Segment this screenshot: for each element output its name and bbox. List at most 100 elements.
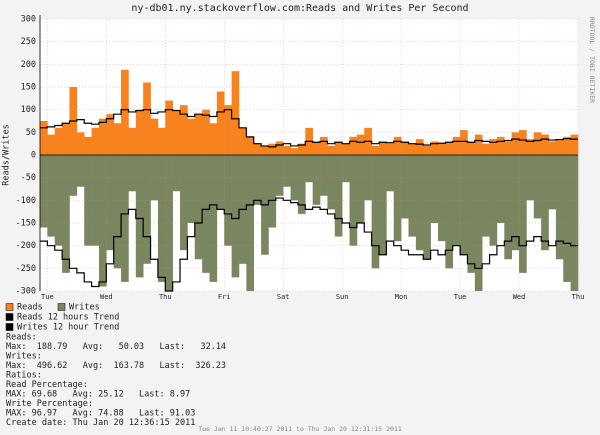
bar [76,132,85,155]
y-tick-label: -200 [16,241,36,251]
bar [121,155,129,282]
bar [364,155,372,201]
bar [401,141,409,155]
bar [467,155,476,273]
bar [216,91,225,155]
bar [541,134,549,155]
y-tick-label: -300 [16,287,36,297]
stats-line: Max: 188.79 Avg: 50.03 Last: 32.14 [6,342,226,352]
bar [62,123,70,155]
bar [408,143,417,155]
y-axis-label: Reads/Writes [2,124,12,185]
bar [327,155,336,210]
bar [76,155,85,187]
bar [430,141,439,155]
bar [519,130,527,155]
bar [290,148,299,155]
bar [541,155,549,251]
chart-title: ny-db01.ny.stackoverflow.com:Reads and W… [131,3,468,14]
bar [393,155,402,242]
bar [84,136,92,155]
bar [202,155,210,273]
bar [143,82,151,155]
bar [445,141,454,155]
bar [511,155,520,251]
bar [570,134,579,155]
bar [194,155,203,260]
x-tick-label: Fri [218,293,231,301]
x-tick-label: Tue [41,293,54,301]
bar [113,155,122,269]
stats-line: Reads: [6,333,37,343]
stats-line: Create date: Thu Jan 20 12:36:15 2011 [6,418,195,428]
bar [180,155,188,251]
bar [290,155,299,201]
bar [474,134,483,155]
bar [452,155,461,246]
bar [54,127,63,155]
bar [40,155,48,228]
stats-line: Ratios: [6,371,42,381]
x-tick-label: Thu [159,293,172,301]
bar [445,155,454,269]
bar [393,136,402,155]
legend-label: Reads [17,303,43,313]
bar [261,145,269,155]
bar [47,155,56,237]
bar [231,155,240,278]
y-tick-label: 150 [21,83,36,93]
legend-label: Reads 12 hours Trend [17,313,119,323]
bar [157,155,166,282]
bar [379,155,387,255]
bar [224,105,232,155]
time-range: Tue Jan 11 10:40:27 2011 to Thu Jan 20 1… [198,425,402,433]
bar [172,155,181,192]
y-tick-label: 100 [21,105,36,115]
bar [334,141,343,155]
bar [47,134,56,155]
bar [165,100,173,155]
bar [489,139,498,155]
bar [62,155,70,273]
bar [526,155,535,201]
legend-swatch [57,303,66,311]
bar [482,143,490,155]
bar [555,155,564,260]
trend-line [40,109,578,148]
bar [91,127,100,155]
stats-line: MAX: 96.97 Avg: 74.88 Last: 91.03 [6,409,195,419]
bar [342,143,350,155]
bar [312,141,321,155]
bar [334,155,343,237]
y-tick-label: -250 [16,264,36,274]
trend-line [40,197,578,292]
x-tick-label: Mon [395,293,408,301]
x-tick-label: Wed [513,293,526,301]
legend-label: Writes 12 hour Trend [17,323,119,333]
bar [342,155,350,183]
bar [121,69,129,155]
bar [504,141,512,155]
bar [231,71,240,155]
bar [283,155,291,187]
bar [563,136,571,155]
bar [371,145,380,155]
stats-line: MAX: 69.68 Avg: 25.12 Last: 8.97 [6,390,190,400]
bar [187,155,196,223]
y-tick-label: 0 [31,151,36,161]
bar [91,155,100,246]
bar [246,136,255,155]
bar [143,155,151,264]
bar [253,143,262,155]
bar [305,155,313,183]
x-tick-label: Wed [100,293,113,301]
bar [275,141,284,155]
stats-line: Write Percentage: [6,399,93,409]
bar [349,136,358,155]
bar [533,132,542,155]
bar [128,155,137,192]
legend-swatch [5,313,14,321]
bar [519,155,527,273]
x-tick-label: Thu [572,293,585,301]
